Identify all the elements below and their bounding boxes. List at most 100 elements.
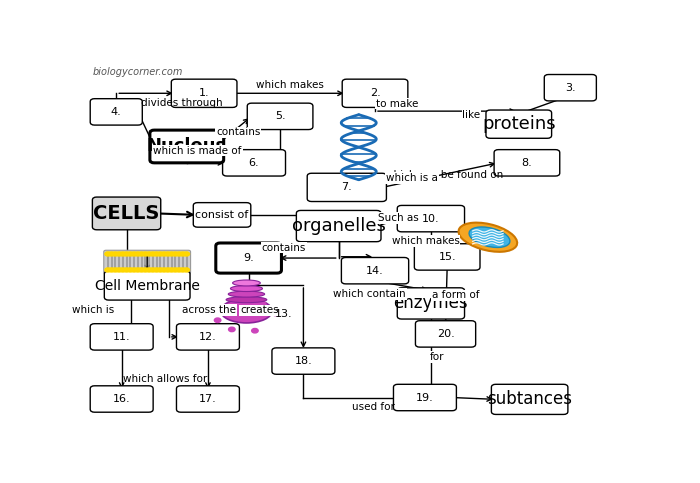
Text: 5.: 5. (275, 112, 286, 121)
Text: 15.: 15. (438, 252, 456, 262)
Text: a form of: a form of (432, 290, 479, 300)
Circle shape (176, 268, 182, 272)
Circle shape (259, 302, 266, 306)
Ellipse shape (230, 285, 262, 292)
FancyBboxPatch shape (398, 288, 465, 319)
Circle shape (135, 268, 141, 272)
FancyBboxPatch shape (176, 386, 239, 412)
Text: 2.: 2. (370, 88, 380, 99)
Text: 11.: 11. (113, 332, 130, 342)
Ellipse shape (458, 223, 517, 252)
Text: Such as: Such as (378, 213, 419, 223)
Circle shape (105, 252, 111, 256)
Text: 19.: 19. (416, 393, 434, 402)
FancyBboxPatch shape (176, 324, 239, 350)
FancyBboxPatch shape (92, 197, 161, 230)
Text: which can be found on: which can be found on (384, 170, 503, 181)
Text: which allows for: which allows for (122, 374, 207, 384)
Text: which makes: which makes (391, 236, 459, 246)
Text: 9.: 9. (243, 253, 254, 263)
Text: enzymes: enzymes (393, 295, 468, 313)
Circle shape (120, 268, 126, 272)
Circle shape (164, 252, 171, 256)
FancyBboxPatch shape (486, 110, 552, 138)
Text: creates: creates (240, 305, 279, 315)
Text: to make: to make (375, 99, 418, 109)
Circle shape (116, 268, 122, 272)
Text: 3.: 3. (565, 83, 575, 93)
Circle shape (112, 252, 118, 256)
FancyBboxPatch shape (90, 324, 153, 350)
Circle shape (124, 252, 130, 256)
Circle shape (139, 268, 144, 272)
Circle shape (120, 252, 126, 256)
FancyBboxPatch shape (90, 99, 142, 125)
Text: 4.: 4. (111, 107, 122, 117)
Text: contains: contains (262, 242, 306, 253)
FancyBboxPatch shape (104, 250, 190, 274)
Circle shape (158, 268, 163, 272)
Circle shape (124, 268, 130, 272)
Circle shape (127, 252, 133, 256)
Circle shape (229, 327, 235, 332)
Ellipse shape (228, 291, 265, 297)
Text: 6.: 6. (248, 158, 260, 168)
Text: 18.: 18. (295, 356, 312, 366)
Circle shape (161, 252, 167, 256)
FancyBboxPatch shape (545, 74, 596, 101)
Circle shape (150, 268, 156, 272)
Circle shape (131, 252, 137, 256)
Text: subtances: subtances (487, 390, 572, 408)
FancyBboxPatch shape (150, 130, 224, 163)
Text: across the: across the (183, 305, 237, 315)
Circle shape (169, 252, 174, 256)
FancyBboxPatch shape (342, 79, 408, 107)
Text: 14.: 14. (366, 266, 384, 276)
Circle shape (142, 268, 148, 272)
FancyBboxPatch shape (296, 211, 381, 242)
FancyBboxPatch shape (104, 271, 190, 300)
Circle shape (127, 268, 133, 272)
Text: 8.: 8. (522, 158, 532, 168)
Text: Cell Membrane: Cell Membrane (94, 279, 199, 293)
Ellipse shape (226, 297, 267, 303)
Circle shape (176, 252, 182, 256)
Circle shape (116, 252, 122, 256)
Text: like: like (462, 110, 480, 120)
FancyBboxPatch shape (398, 205, 465, 232)
Circle shape (142, 252, 148, 256)
Text: 1.: 1. (199, 88, 209, 99)
FancyBboxPatch shape (414, 244, 480, 270)
Text: Nucleus: Nucleus (147, 138, 227, 156)
Text: biologycorner.com: biologycorner.com (93, 67, 183, 77)
Ellipse shape (469, 227, 510, 247)
Circle shape (161, 268, 167, 272)
Circle shape (158, 252, 163, 256)
Circle shape (272, 311, 279, 316)
Text: 7.: 7. (342, 183, 352, 192)
FancyBboxPatch shape (415, 321, 476, 347)
Circle shape (150, 252, 156, 256)
FancyBboxPatch shape (307, 173, 386, 201)
Text: divides through: divides through (141, 98, 223, 108)
Circle shape (164, 268, 171, 272)
Text: CELLS: CELLS (93, 204, 160, 223)
Circle shape (183, 252, 190, 256)
Circle shape (169, 268, 174, 272)
Circle shape (214, 318, 221, 323)
Text: which is a: which is a (386, 173, 438, 183)
Circle shape (252, 328, 258, 333)
Text: 16.: 16. (113, 394, 130, 404)
Circle shape (105, 268, 111, 272)
Circle shape (112, 268, 118, 272)
Circle shape (146, 268, 152, 272)
Circle shape (180, 268, 186, 272)
Text: proteins: proteins (482, 115, 556, 133)
Circle shape (153, 252, 160, 256)
Circle shape (237, 300, 243, 304)
Circle shape (180, 252, 186, 256)
FancyBboxPatch shape (491, 384, 568, 414)
Text: for: for (430, 352, 444, 362)
Text: which is: which is (72, 305, 115, 315)
Circle shape (108, 268, 115, 272)
